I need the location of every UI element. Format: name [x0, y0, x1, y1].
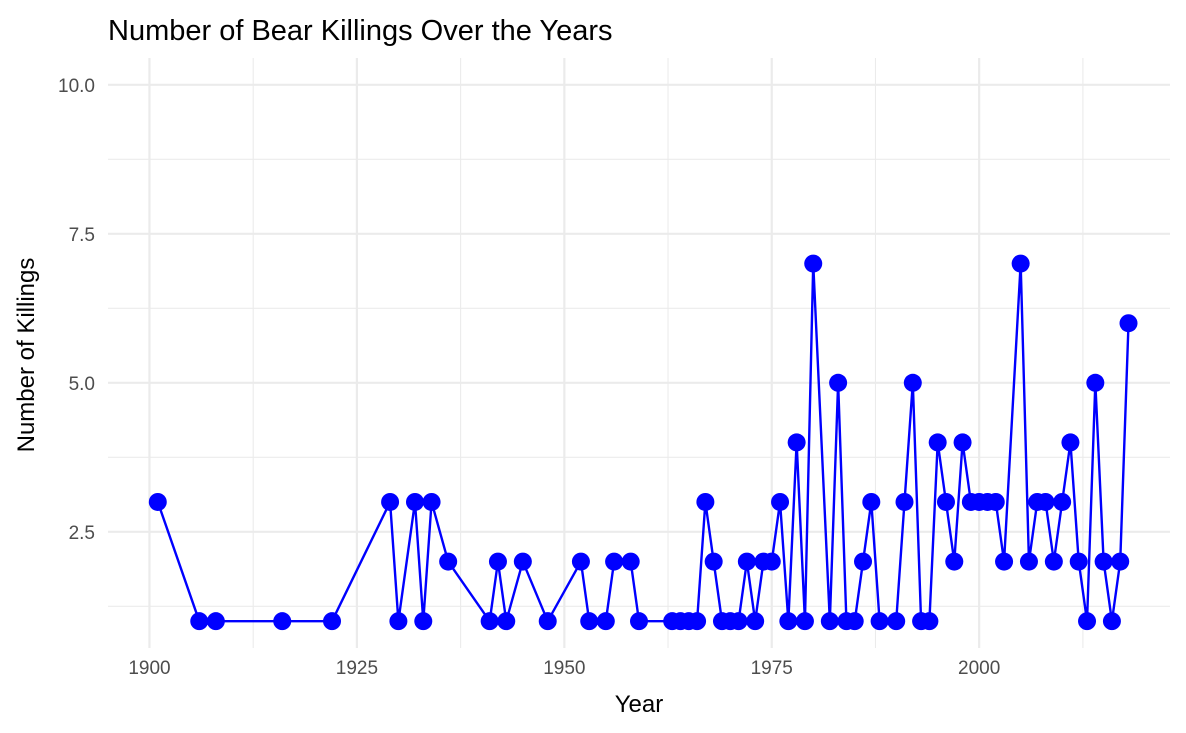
data-point [630, 612, 648, 631]
data-point [1053, 492, 1072, 511]
data-point [995, 552, 1014, 571]
x-axis-title: Year [615, 691, 664, 718]
series-layer [148, 254, 1138, 631]
data-point [273, 612, 292, 631]
data-point [1019, 552, 1038, 571]
chart-title: Number of Bear Killings Over the Years [108, 15, 613, 47]
data-point [845, 612, 864, 631]
x-tick-label: 1975 [751, 658, 793, 679]
data-point [414, 612, 433, 631]
data-point [920, 612, 939, 631]
data-point [1078, 612, 1097, 631]
series-line [156, 262, 1130, 623]
data-point [405, 492, 424, 511]
data-point [787, 433, 806, 452]
data-point [820, 612, 839, 631]
data-point [148, 492, 167, 511]
data-point [729, 612, 748, 631]
data-point [795, 612, 814, 631]
x-tick-label: 1925 [336, 658, 378, 679]
data-point [480, 612, 499, 631]
data-point [771, 492, 790, 511]
data-point [580, 612, 599, 631]
grid-lines [108, 58, 1170, 648]
data-point [621, 552, 640, 571]
data-point [605, 552, 624, 571]
data-point [953, 433, 972, 452]
data-point [439, 552, 458, 571]
data-point [895, 492, 914, 511]
data-point [779, 612, 798, 631]
data-point [986, 492, 1005, 511]
data-point [945, 552, 964, 571]
data-point [571, 552, 590, 571]
data-point [704, 552, 723, 571]
data-point [513, 552, 532, 571]
y-tick-label: 2.5 [69, 523, 95, 544]
x-tick-label: 1900 [128, 658, 170, 679]
data-point [862, 492, 881, 511]
data-point [1069, 552, 1088, 571]
data-point [870, 612, 889, 631]
data-point [887, 612, 906, 631]
data-point [1111, 552, 1130, 571]
y-tick-label: 7.5 [69, 225, 95, 246]
data-point [936, 492, 955, 511]
data-point [488, 552, 507, 571]
data-point [1044, 552, 1063, 571]
y-tick-label: 5.0 [69, 374, 95, 395]
data-point [538, 612, 557, 631]
data-point [206, 612, 225, 631]
data-point [1102, 612, 1121, 631]
data-point [762, 552, 781, 571]
y-tick-label: 10.0 [58, 76, 95, 97]
data-point [1036, 492, 1055, 511]
data-point [746, 612, 765, 631]
data-point [323, 612, 342, 631]
data-point [829, 373, 848, 392]
data-point [804, 254, 823, 273]
data-point [928, 433, 947, 452]
data-point [1061, 433, 1080, 452]
data-point [688, 612, 707, 631]
data-point [696, 492, 715, 511]
axis-tick-labels: 1900 1925 1950 1975 2000 2.5 5.0 7.5 10.0 [58, 76, 1000, 679]
data-point [389, 612, 408, 631]
data-point [381, 492, 400, 511]
data-point [1119, 314, 1138, 333]
data-point [190, 612, 209, 631]
data-point [422, 492, 441, 511]
data-point [737, 552, 756, 571]
x-tick-label: 1950 [543, 658, 585, 679]
x-tick-label: 2000 [958, 658, 1000, 679]
data-point [854, 552, 873, 571]
data-point [1094, 552, 1113, 571]
y-axis-title: Number of Killings [13, 258, 40, 453]
data-point [903, 373, 922, 392]
data-point [497, 612, 516, 631]
data-point [1011, 254, 1030, 273]
data-point [596, 612, 615, 631]
data-point [1086, 373, 1105, 392]
